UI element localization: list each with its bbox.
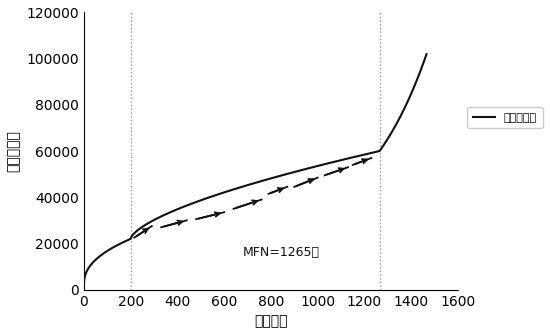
累积微应变 bbox=[109, 246, 116, 250]
累积微应变 bbox=[84, 269, 90, 273]
Legend: 累积微应变: 累积微应变 bbox=[467, 107, 542, 128]
累积微应变 bbox=[115, 243, 122, 247]
累积微应变 bbox=[423, 52, 430, 56]
Y-axis label: 累积微应变: 累积微应变 bbox=[7, 130, 21, 172]
Line: 累积微应变: 累积微应变 bbox=[84, 54, 426, 284]
累积微应变 bbox=[81, 282, 87, 286]
Text: MFN=1265次: MFN=1265次 bbox=[243, 246, 320, 259]
累积微应变 bbox=[278, 174, 285, 178]
累积微应变 bbox=[113, 244, 120, 248]
累积微应变 bbox=[356, 154, 363, 158]
X-axis label: 作用次数: 作用次数 bbox=[254, 314, 288, 328]
